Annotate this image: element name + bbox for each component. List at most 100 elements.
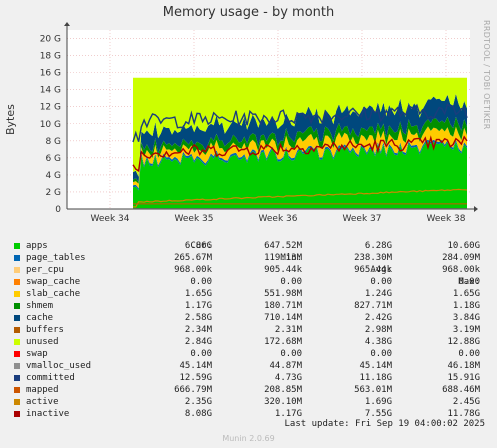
legend-row-swap-cache: swap_cache 0.00 0.00 0.00 0.00	[12, 276, 484, 288]
legend-row-mapped: mapped 666.79M 208.85M 563.01M 688.46M	[12, 384, 484, 396]
legend-series-name: unused	[26, 337, 59, 347]
legend-value-avg: 2.42G	[364, 313, 392, 323]
legend-value-max: 0.00	[458, 277, 480, 287]
legend-row-unused: unused 2.84G 172.68M 4.38G 12.88G	[12, 336, 484, 348]
area-shmem	[133, 116, 467, 184]
legend-value-max: 3.19M	[452, 325, 480, 335]
legend-swatch	[14, 351, 20, 357]
legend-swatch	[14, 315, 20, 321]
line-committed	[132, 103, 468, 143]
legend-value-cur: 666.79M	[174, 385, 212, 395]
legend-row-slab-cache: slab_cache 1.65G 551.98M 1.24G 1.65G	[12, 288, 484, 300]
legend-value-min: 0.00	[280, 349, 302, 359]
legend-row-apps: apps 6.86G 647.52M 6.28G 10.60G	[12, 240, 484, 252]
legend-value-min: 4.73G	[274, 373, 302, 383]
legend-swatch	[14, 411, 20, 417]
legend-series-name: swap_cache	[26, 277, 81, 287]
x-tick-label: Week 38	[427, 214, 466, 224]
y-axis-arrow	[64, 22, 70, 26]
y-tick-label: 20 G	[40, 35, 61, 45]
col-min: Min:	[280, 253, 302, 263]
legend-value-cur: 0.00	[190, 277, 212, 287]
legend-value-avg: 1.69G	[364, 397, 392, 407]
legend-value-avg: 0.00	[370, 349, 392, 359]
legend-value-max: 3.84G	[452, 313, 480, 323]
legend-value-avg: 7.55G	[364, 409, 392, 419]
legend-swatch	[14, 339, 20, 345]
legend-row-page-tables: page_tables 265.67M 119.13M 238.30M 284.09M	[12, 252, 484, 264]
legend-series-name: apps	[26, 241, 48, 251]
legend-row-inactive: inactive 8.08G 1.17G 7.55G 11.78G	[12, 408, 484, 420]
y-tick-label: 0	[55, 205, 61, 215]
legend-value-cur: 1.17G	[184, 301, 212, 311]
legend-value-cur: 1.65G	[184, 289, 212, 299]
legend-row-active: active 2.35G 320.10M 1.69G 2.45G	[12, 396, 484, 408]
legend-value-max: 688.46M	[442, 385, 480, 395]
y-tick-label: 10 G	[40, 120, 61, 130]
legend-swatch	[14, 327, 20, 333]
legend-table: Cur: Min: Avg: Max: apps 6.86G 647.52M 6.28…	[12, 228, 484, 420]
legend-rows: apps 6.86G 647.52M 6.28G 10.60G page_tables 26…	[12, 240, 484, 420]
legend-value-cur: 6.86G	[184, 241, 212, 251]
legend-value-avg: 238.30M	[354, 253, 392, 263]
col-avg: Avg:	[370, 265, 392, 275]
area-unused	[133, 77, 467, 177]
legend-series-name: mapped	[26, 385, 59, 395]
legend-value-avg: 2.98M	[364, 325, 392, 335]
legend-value-cur: 2.58G	[184, 313, 212, 323]
legend-row-buffers: buffers 2.34M 2.31M 2.98M 3.19M	[12, 324, 484, 336]
legend-row-vmalloc-used: vmalloc_used 45.14M 44.87M 45.14M 46.18M	[12, 360, 484, 372]
legend-value-cur: 45.14M	[179, 361, 212, 371]
col-cur: Cur:	[190, 241, 212, 251]
legend-swatch	[14, 255, 20, 261]
legend-row-per-cpu: per_cpu 968.00k 905.44k 965.44k 968.00k	[12, 264, 484, 276]
legend-value-max: 11.78G	[447, 409, 480, 419]
legend-swatch	[14, 303, 20, 309]
legend-series-name: active	[26, 397, 59, 407]
y-tick-label: 6 G	[45, 154, 61, 164]
legend-series-name: vmalloc_used	[26, 361, 92, 371]
legend-value-min: 320.10M	[264, 397, 302, 407]
legend-value-min: 647.52M	[264, 241, 302, 251]
legend-value-min: 119.13M	[264, 253, 302, 263]
legend-series-name: per_cpu	[26, 265, 64, 275]
series-layer	[132, 77, 468, 210]
legend-value-avg: 6.28G	[364, 241, 392, 251]
x-axis-arrow	[474, 206, 478, 212]
legend-value-cur: 265.67M	[174, 253, 212, 263]
y-tick-label: 2 G	[45, 188, 61, 198]
legend-row-committed: committed 12.59G 4.73G 11.18G 15.91G	[12, 372, 484, 384]
legend-value-min: 2.31M	[274, 325, 302, 335]
line-inactive	[132, 135, 468, 173]
legend-value-min: 172.68M	[264, 337, 302, 347]
legend-value-min: 208.85M	[264, 385, 302, 395]
legend-value-min: 905.44k	[264, 265, 302, 275]
legend-value-cur: 0.00	[190, 349, 212, 359]
legend-value-cur: 2.34M	[184, 325, 212, 335]
legend-value-avg: 827.71M	[354, 301, 392, 311]
legend-value-min: 44.87M	[269, 361, 302, 371]
legend-swatch	[14, 363, 20, 369]
legend-series-name: committed	[26, 373, 75, 383]
legend-series-name: page_tables	[26, 253, 86, 263]
legend-value-min: 180.71M	[264, 301, 302, 311]
legend-value-max: 15.91G	[447, 373, 480, 383]
line-active	[133, 188, 468, 208]
legend-value-avg: 965.44k	[354, 265, 392, 275]
legend-value-max: 0.00	[458, 349, 480, 359]
plot-area: 0 2 G 4 G 6 G 8 G 10 G 12 G 14 G 16 G 18 G 20 G We…	[40, 22, 478, 224]
legend-series-name: swap	[26, 349, 48, 359]
legend-value-avg: 4.38G	[364, 337, 392, 347]
y-tick-labels: 0 2 G 4 G 6 G 8 G 10 G 12 G 14 G 16 G 18 G 20 G	[40, 35, 62, 215]
rrdtool-watermark: RRDTOOL / TOBI OETIKER	[482, 20, 491, 130]
last-update: Last update: Fri Sep 19 04:00:02 2025	[284, 419, 485, 429]
chart-title: Memory usage - by month	[162, 5, 335, 20]
legend-value-max: 46.18M	[447, 361, 480, 371]
x-tick-label: Week 37	[343, 214, 382, 224]
legend-value-avg: 563.01M	[354, 385, 392, 395]
y-tick-label: 14 G	[40, 86, 61, 96]
legend-series-name: cache	[26, 313, 54, 323]
legend-swatch	[14, 243, 20, 249]
legend-series-name: slab_cache	[26, 289, 81, 299]
legend-row-shmem: shmem 1.17G 180.71M 827.71M 1.18G	[12, 300, 484, 312]
